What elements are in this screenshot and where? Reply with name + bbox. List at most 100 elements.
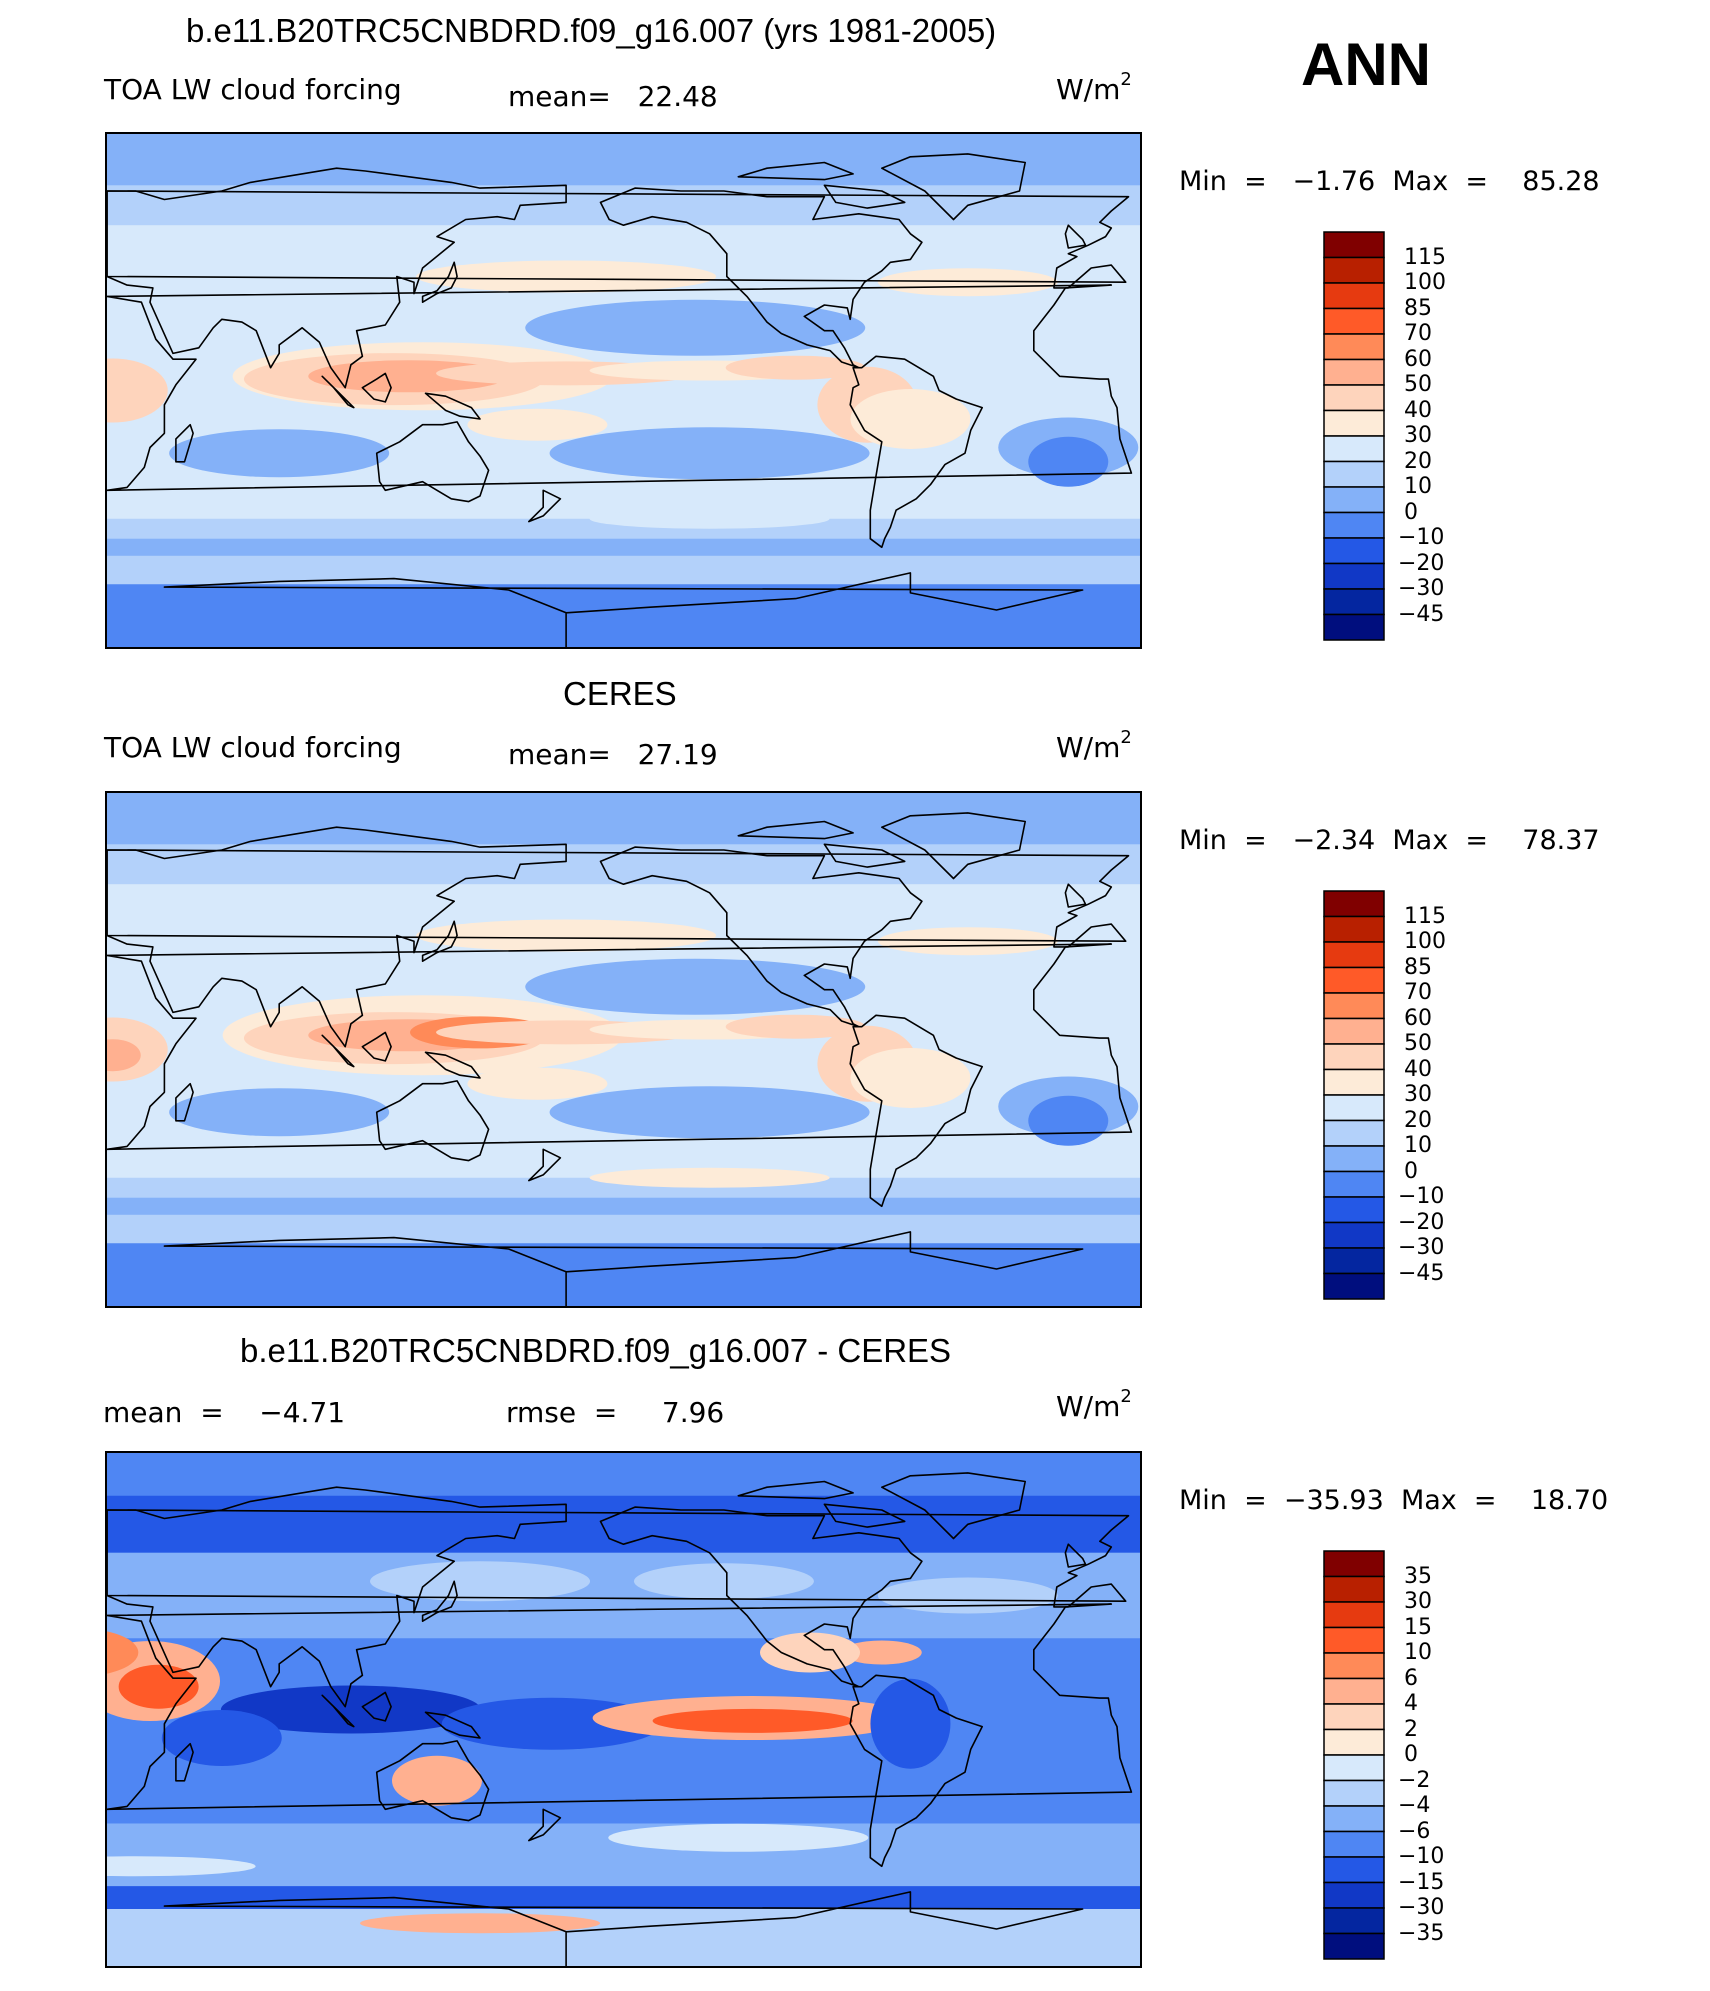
colorbar-swatch <box>1323 1043 1385 1071</box>
coastline <box>737 820 854 840</box>
coastline <box>599 846 923 1028</box>
colorbar-swatch <box>1323 1017 1385 1045</box>
panel-1-units: W/m2 <box>1056 69 1132 106</box>
contour-region <box>549 1086 870 1139</box>
colorbar-swatch <box>1323 460 1385 488</box>
colorbar-swatch <box>1323 1221 1385 1249</box>
coastline <box>421 261 458 303</box>
contour-region <box>370 1561 591 1602</box>
coastline <box>737 161 854 181</box>
colorbar-tick-label: 30 <box>1404 1589 1432 1614</box>
colorbar-tick-label: 70 <box>1404 980 1432 1005</box>
colorbar-tick-label: −20 <box>1398 1209 1445 1235</box>
colorbar-swatch <box>1323 941 1385 969</box>
coastline <box>175 1742 194 1782</box>
colorbar-swatch <box>1323 1094 1385 1122</box>
colorbar-swatch <box>1323 1550 1385 1578</box>
colorbar-tick-label: 85 <box>1404 295 1432 321</box>
contour-region <box>608 1823 869 1852</box>
coastline <box>1064 1543 1087 1568</box>
colorbar-swatch <box>1323 435 1385 463</box>
contour-region <box>169 429 390 478</box>
coastline <box>361 372 392 403</box>
panel-3-rmse-label: rmse = 7.96 <box>506 1396 725 1429</box>
contour-region <box>220 1685 481 1734</box>
colorbar-swatch <box>1323 562 1385 590</box>
contour-region <box>467 1067 608 1100</box>
contour-region <box>841 1640 922 1665</box>
colorbar-tick-label: 85 <box>1404 954 1432 980</box>
panel-2-colorbar <box>1323 890 1385 1300</box>
colorbar-swatch <box>1323 1703 1385 1731</box>
colorbar-tick-label: 50 <box>1404 1031 1432 1056</box>
coastline <box>321 1694 355 1728</box>
contour-region <box>391 1755 482 1806</box>
coastline <box>527 1148 562 1182</box>
colorbar-swatch <box>1323 384 1385 412</box>
colorbar-tick-label: 30 <box>1404 423 1432 448</box>
coastline <box>375 421 490 503</box>
coastline <box>880 1472 1027 1540</box>
contour-region <box>525 958 866 1015</box>
contour-region <box>107 358 168 423</box>
coastline <box>880 812 1027 880</box>
contour-region <box>360 1913 601 1934</box>
colorbar-swatch <box>1323 1601 1385 1629</box>
coastline <box>107 167 567 389</box>
contour-region <box>850 1048 971 1108</box>
colorbar-swatch <box>1323 256 1385 284</box>
coastline <box>163 572 1084 647</box>
colorbar-swatch <box>1323 537 1385 565</box>
colorbar-swatch <box>1323 409 1385 437</box>
colorbar-swatch <box>1323 1677 1385 1705</box>
contour-region <box>870 1678 951 1769</box>
season-label: ANN <box>1301 31 1431 98</box>
colorbar-swatch <box>1323 1932 1385 1960</box>
panel-1-map <box>105 132 1142 649</box>
coastline <box>421 920 458 962</box>
contour-region <box>652 1708 853 1733</box>
panel-1-mean-label: mean= 22.48 <box>508 80 718 113</box>
contour-region <box>525 299 866 356</box>
panel-1-min-max: Min = −1.76 Max = 85.28 <box>1179 166 1600 197</box>
colorbar-swatch <box>1323 1728 1385 1756</box>
contour-region <box>877 927 1058 956</box>
coastline <box>361 1691 392 1722</box>
colorbar-tick-label: −20 <box>1398 550 1445 576</box>
contour-band <box>107 584 1140 647</box>
colorbar-tick-label: 0 <box>1404 1742 1418 1767</box>
colorbar-swatch <box>1323 966 1385 994</box>
coastline <box>107 190 1130 289</box>
contour-region <box>161 1710 282 1766</box>
contour-band <box>107 555 1140 585</box>
coastline <box>175 423 194 463</box>
colorbar-tick-label: −35 <box>1398 1920 1445 1946</box>
panel-3-min-max: Min = −35.93 Max = 18.70 <box>1179 1485 1609 1516</box>
contour-region <box>118 1664 199 1709</box>
coastline <box>163 1231 1084 1306</box>
colorbar-tick-label: −2 <box>1398 1767 1431 1793</box>
coastline <box>321 1034 355 1068</box>
coastline <box>107 284 1133 492</box>
colorbar-tick-label: −15 <box>1398 1869 1445 1895</box>
coastline <box>361 1031 392 1062</box>
panel-3-colorbar <box>1323 1550 1385 1960</box>
colorbar-swatch <box>1323 992 1385 1020</box>
coastline <box>527 1808 562 1842</box>
contour-region <box>725 1014 866 1039</box>
coastline <box>823 184 906 209</box>
panel-2-min-max: Min = −2.34 Max = 78.37 <box>1179 825 1600 856</box>
colorbar-tick-label: 10 <box>1404 1133 1432 1158</box>
panel-1-title: b.e11.B20TRC5CNBDRD.f09_g16.007 (yrs 198… <box>186 12 997 49</box>
panel-2-title: CERES <box>563 675 677 712</box>
colorbar-swatch <box>1323 1119 1385 1147</box>
panel-2-variable-label: TOA LW cloud forcing <box>104 731 402 764</box>
colorbar-swatch <box>1323 1754 1385 1782</box>
colorbar-swatch <box>1323 890 1385 918</box>
colorbar-tick-label: 10 <box>1404 474 1432 499</box>
colorbar-swatch <box>1323 1170 1385 1198</box>
colorbar-tick-label: 30 <box>1404 1082 1432 1107</box>
colorbar-tick-label: −30 <box>1398 1895 1445 1920</box>
coastline <box>424 1711 481 1739</box>
panel-3-mean-label: mean = −4.71 <box>103 1396 346 1429</box>
